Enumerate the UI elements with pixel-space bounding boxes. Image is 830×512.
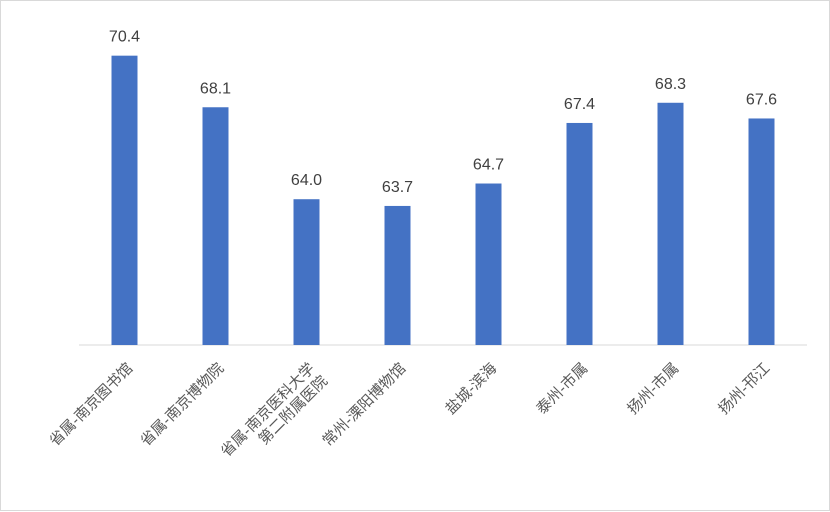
svg-text:省属-南京博物院: 省属-南京博物院 — [137, 359, 228, 450]
tick-label-7: 扬州-邗江 — [715, 359, 774, 418]
bar-6 — [657, 102, 684, 346]
data-label-2: 64.0 — [291, 172, 322, 189]
svg-text:扬州-市属: 扬州-市属 — [624, 359, 683, 418]
data-label-5: 67.4 — [564, 96, 595, 113]
svg-text:常州-溧阳博物馆: 常州-溧阳博物馆 — [319, 359, 410, 450]
tick-label-3: 常州-溧阳博物馆 — [319, 359, 410, 450]
tick-label-5: 泰州-市属 — [533, 359, 592, 418]
tick-label-6: 扬州-市属 — [624, 359, 683, 418]
tick-label-4: 盐城-滨海 — [442, 359, 501, 418]
svg-text:盐城-滨海: 盐城-滨海 — [442, 359, 501, 418]
bar-1 — [202, 107, 229, 345]
data-label-1: 68.1 — [200, 80, 231, 97]
tick-label-0: 省属-南京图书馆 — [46, 359, 137, 450]
bar-5 — [566, 122, 593, 345]
bar-7 — [748, 118, 775, 345]
bar-3 — [384, 205, 411, 345]
bar-2 — [293, 199, 320, 345]
data-label-3: 63.7 — [382, 179, 413, 196]
bar-0 — [111, 55, 138, 346]
bar-4 — [475, 183, 502, 345]
data-label-7: 67.6 — [746, 91, 777, 108]
svg-text:省属-南京医科大学第二附属医院: 省属-南京医科大学第二附属医院 — [217, 359, 331, 473]
data-label-6: 68.3 — [655, 76, 686, 93]
svg-text:省属-南京图书馆: 省属-南京图书馆 — [46, 359, 137, 450]
data-label-0: 70.4 — [109, 29, 140, 46]
svg-text:扬州-邗江: 扬州-邗江 — [715, 359, 774, 418]
data-label-4: 64.7 — [473, 157, 504, 174]
tick-label-2: 省属-南京医科大学第二附属医院 — [217, 359, 331, 473]
tick-label-1: 省属-南京博物院 — [137, 359, 228, 450]
svg-text:泰州-市属: 泰州-市属 — [533, 359, 592, 418]
